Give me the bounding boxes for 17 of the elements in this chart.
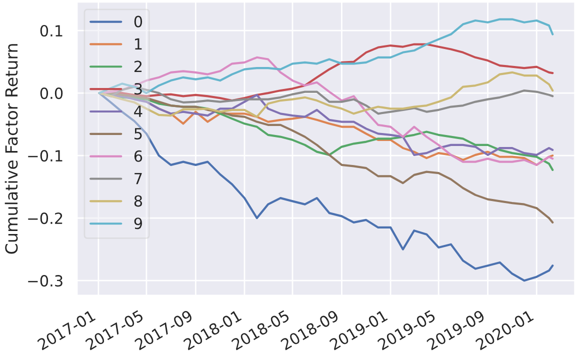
- legend-label: 4: [134, 106, 142, 117]
- legend-label: 7: [134, 172, 142, 184]
- y-tick-label: −0.3: [28, 275, 62, 287]
- y-tick-label: −0.1: [28, 150, 62, 162]
- legend-label: 3: [134, 83, 142, 95]
- legend-label: 9: [134, 218, 142, 230]
- legend-label: 1: [135, 38, 142, 50]
- legend-label: 6: [134, 150, 142, 162]
- legend-label: 2: [134, 60, 142, 72]
- y-tick-label: 0.0: [40, 88, 63, 100]
- line-series: [98, 71, 554, 118]
- y-tick-label: −0.2: [28, 212, 62, 224]
- legend-label: 0: [134, 16, 142, 28]
- y-tick-label: 0.1: [40, 24, 62, 37]
- legend-label: 5: [134, 128, 142, 140]
- y-axis-title: Cumulative Factor Return: [4, 44, 18, 254]
- legend-label: 8: [134, 195, 142, 207]
